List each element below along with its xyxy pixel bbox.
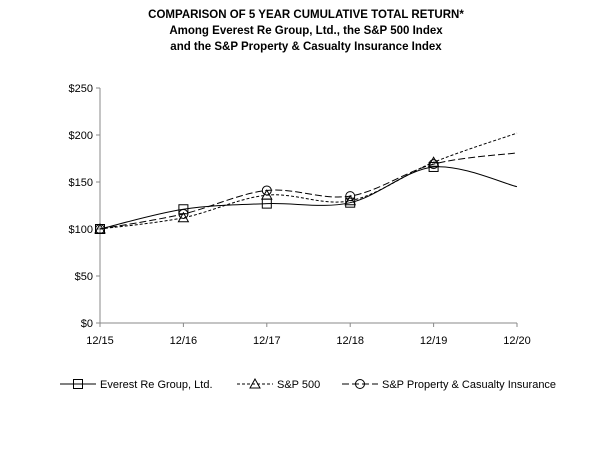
chart-title-line-1: COMPARISON OF 5 YEAR CUMULATIVE TOTAL RE… xyxy=(148,9,464,21)
data-point-circle xyxy=(345,191,356,202)
y-tick-label: $150 xyxy=(69,177,93,189)
legend-label: S&P Property & Casualty Insurance xyxy=(382,379,556,391)
data-point-circle xyxy=(95,224,105,234)
data-point-triangle xyxy=(427,156,440,167)
series-line-1 xyxy=(99,132,518,230)
data-point-square xyxy=(345,197,356,208)
legend-marker-triangle xyxy=(249,377,261,389)
series-line-2 xyxy=(99,152,518,230)
x-tick-label: 12/20 xyxy=(503,335,531,347)
data-point-circle xyxy=(261,185,272,196)
data-point-circle xyxy=(178,208,189,219)
x-tick-label: 12/16 xyxy=(170,335,198,347)
x-tick-label: 12/17 xyxy=(253,335,281,347)
legend-label: Everest Re Group, Ltd. xyxy=(100,379,213,391)
x-tick-label: 12/19 xyxy=(420,335,448,347)
chart-title-line-3: and the S&P Property & Casualty Insuranc… xyxy=(170,41,442,53)
chart-title-line-2: Among Everest Re Group, Ltd., the S&P 50… xyxy=(169,25,443,37)
y-tick-label: $50 xyxy=(75,271,93,283)
data-point-circle xyxy=(428,159,439,170)
series-line-0 xyxy=(99,166,518,230)
y-tick-label: $100 xyxy=(69,224,93,236)
y-tick-label: $0 xyxy=(81,318,93,330)
y-tick-label: $200 xyxy=(69,130,93,142)
legend-marker-circle xyxy=(355,379,365,389)
x-tick-label: 12/15 xyxy=(86,335,114,347)
y-tick-label: $250 xyxy=(69,83,93,95)
legend-label: S&P 500 xyxy=(277,379,320,391)
x-tick-label: 12/18 xyxy=(336,335,364,347)
data-point-triangle xyxy=(177,211,190,223)
legend-marker-square xyxy=(73,379,83,389)
